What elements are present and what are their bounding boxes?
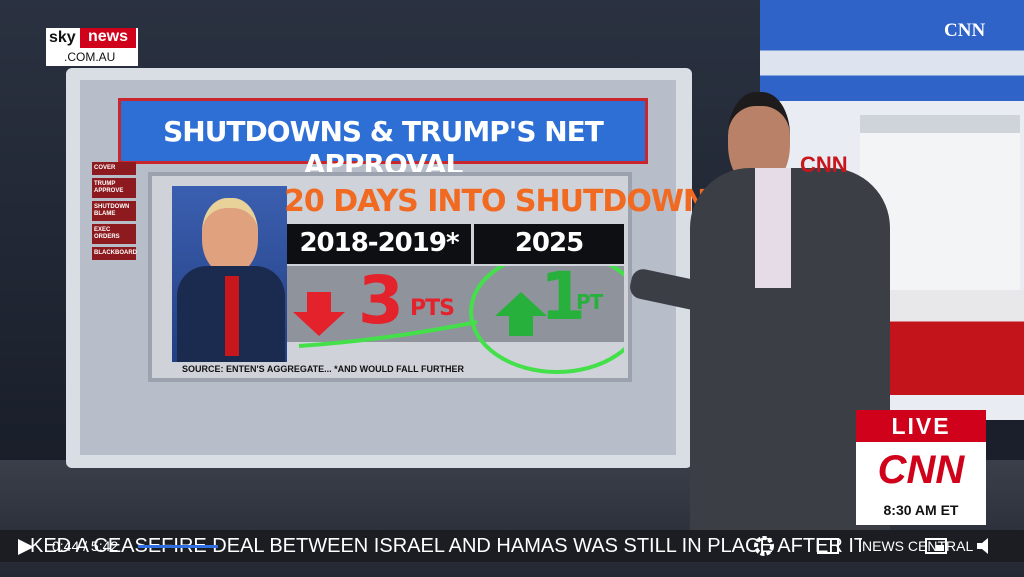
trump-photo xyxy=(172,186,287,362)
menu-item: COVER xyxy=(92,162,136,175)
network-bug: CNN xyxy=(944,20,986,41)
change-area xyxy=(287,266,624,342)
progress-fill xyxy=(138,545,218,548)
underline-stroke xyxy=(298,320,478,348)
board-title-bar: SHUTDOWNS & TRUMP'S NET APPROVAL xyxy=(118,98,648,181)
player-time: 0:44 / 5:42 xyxy=(52,538,119,554)
board-menu: COVER TRUMP APPROVE SHUTDOWN BLAME EXEC ORD… xyxy=(92,162,137,263)
change-value: 3 xyxy=(358,262,404,339)
up-arrow xyxy=(495,292,547,336)
column-label: 2025 xyxy=(514,228,584,258)
column-header-2 xyxy=(474,224,624,264)
volume-button[interactable] xyxy=(974,534,998,558)
menu-item: EXEC ORDERS xyxy=(92,224,136,244)
live-time: 8:30 AM ET xyxy=(883,502,959,518)
menu-item: BLACKBOARD xyxy=(92,247,137,260)
down-arrow xyxy=(293,292,345,336)
news-text: news xyxy=(80,28,136,48)
pip-button[interactable] xyxy=(924,536,948,556)
highlight-circle xyxy=(469,266,624,374)
tie xyxy=(225,276,239,356)
menu-item: TRUMP APPROVE xyxy=(92,178,136,198)
presenter-shirt xyxy=(755,168,791,288)
face xyxy=(202,198,258,274)
change-unit: PTS xyxy=(410,296,455,321)
live-bug: LIVE CNN 8:30 AM ET xyxy=(856,410,986,525)
live-logo: CNN xyxy=(877,448,965,492)
change-value: 1 xyxy=(540,258,586,335)
column-header-1 xyxy=(287,224,471,264)
source-line: SOURCE: ENTEN'S AGGREGATE... *AND WOULD … xyxy=(182,364,464,374)
studio-logo: CNN xyxy=(800,152,848,177)
ticker-text: KED A CEASEFIRE DEAL BETWEEN ISRAEL AND … xyxy=(30,535,867,557)
sky-text: sky xyxy=(49,29,76,46)
play-button[interactable] xyxy=(14,536,36,558)
captions-button[interactable] xyxy=(816,536,840,556)
domain-text: .COM.AU xyxy=(64,50,116,64)
change-unit: PT xyxy=(576,290,603,314)
settings-button[interactable] xyxy=(752,534,776,558)
menu-item: SHUTDOWN BLAME xyxy=(92,201,136,221)
live-label: LIVE xyxy=(856,410,986,442)
ticker-brand: NEWS CENTRAL xyxy=(862,538,974,554)
board-subtitle: 20 DAYS INTO SHUTDOWN xyxy=(284,184,708,219)
change-graphics xyxy=(293,266,624,374)
column-label: 2018-2019* xyxy=(299,228,459,258)
sky-logo: sky news .COM.AU xyxy=(46,28,138,66)
